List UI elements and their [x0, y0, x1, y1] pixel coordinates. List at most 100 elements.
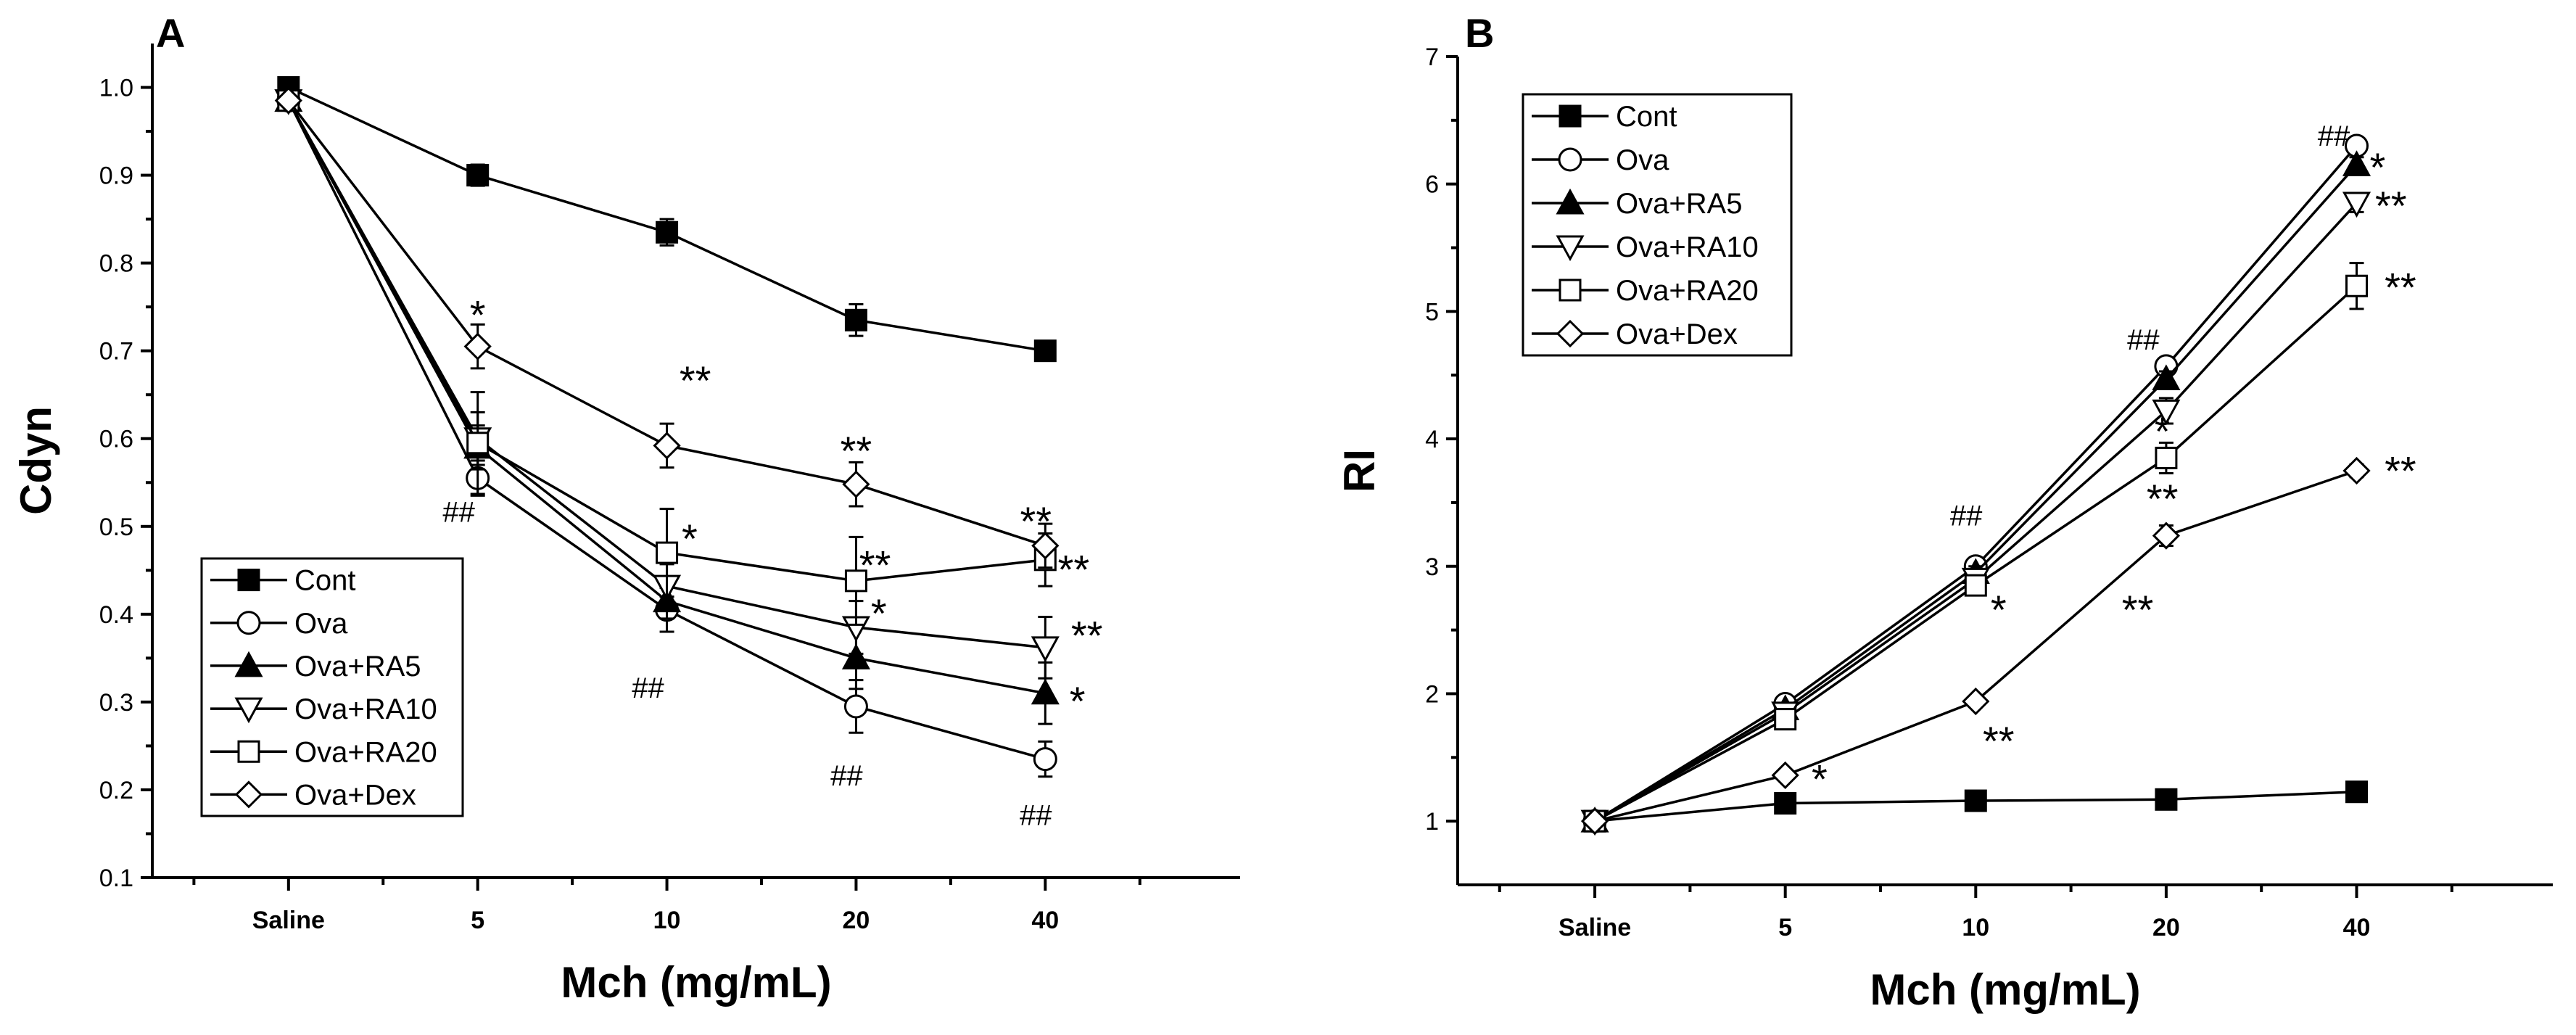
significance-marker: **: [2147, 476, 2179, 521]
data-point: [1031, 636, 1060, 662]
legend-marker: [1556, 319, 1585, 348]
significance-marker: ##: [1950, 500, 1983, 532]
x-tick-label: 10: [653, 907, 681, 934]
significance-marker: **: [1058, 546, 1090, 592]
data-point: [2345, 274, 2369, 297]
series-ova-dex: [274, 86, 1060, 569]
x-tick-label: 5: [471, 907, 484, 934]
legend-marker: [1559, 104, 1582, 128]
data-point: [844, 569, 867, 593]
significance-marker: *: [1070, 678, 1086, 724]
x-tick-label: 40: [2343, 914, 2371, 941]
data-point: [653, 432, 681, 460]
y-tick-label: 5: [1425, 298, 1439, 326]
data-point: [1033, 747, 1057, 772]
data-point: [2342, 191, 2371, 218]
significance-marker: **: [841, 428, 872, 474]
significance-marker: **: [2385, 448, 2416, 493]
significance-marker: *: [470, 292, 486, 337]
y-axis-title: RI: [1335, 449, 1384, 492]
legend-label: Ova: [1616, 144, 1669, 176]
y-tick-label: 0.1: [99, 865, 133, 892]
data-point: [2155, 788, 2178, 811]
series-line: [1594, 284, 2358, 822]
significance-marker: **: [680, 358, 711, 403]
data-point: [463, 332, 492, 360]
significance-marker: *: [1812, 756, 1828, 802]
data-point: [2152, 364, 2181, 391]
y-tick-label: 6: [1425, 171, 1439, 199]
series-ova-dex: [1580, 456, 2371, 836]
data-point: [1580, 807, 1609, 836]
x-tick-label: 20: [843, 907, 870, 934]
legend-label: Cont: [294, 565, 356, 597]
y-axis-title: Cdyn: [12, 406, 60, 515]
panel-letter: B: [1465, 10, 1494, 56]
legend-label: Ova+RA5: [1616, 188, 1743, 220]
x-tick-label: 5: [1778, 914, 1792, 941]
legend-box: [1522, 93, 1793, 357]
legend-marker: [1556, 188, 1585, 215]
legend-box: [200, 557, 464, 817]
y-tick-label: 0.4: [99, 601, 133, 629]
data-point: [274, 86, 302, 115]
data-point: [2342, 456, 2371, 485]
series-ova-ra20: [277, 89, 1057, 626]
legend-label: Cont: [1616, 101, 1677, 133]
data-point: [2155, 446, 2178, 469]
significance-marker: *: [1991, 587, 2007, 632]
data-point: [1033, 339, 1057, 363]
legend-label: Ova+RA5: [294, 651, 421, 683]
data-point: [841, 643, 870, 669]
data-point: [1774, 708, 1797, 731]
legend-label: Ova+RA10: [294, 693, 437, 725]
significance-marker: **: [2375, 183, 2407, 228]
legend-marker: [236, 611, 261, 635]
x-axis-title: Mch (mg/mL): [1870, 965, 2140, 1014]
y-tick-label: 0.6: [99, 426, 133, 453]
y-tick-label: 1.0: [99, 75, 133, 102]
data-point: [466, 432, 490, 455]
legend-label: Ova+RA10: [1616, 231, 1759, 263]
y-tick-label: 7: [1425, 44, 1439, 71]
legend-label: Ova: [294, 608, 348, 640]
y-tick-label: 3: [1425, 553, 1439, 581]
legend-label: Ova+RA20: [294, 736, 437, 768]
data-point: [656, 220, 679, 244]
x-tick-label: 10: [1962, 914, 1989, 941]
legend-marker: [1559, 279, 1582, 302]
data-point: [1771, 761, 1799, 790]
y-tick-label: 0.9: [99, 162, 133, 190]
data-point: [1964, 574, 1987, 597]
data-point: [844, 308, 867, 331]
legend-label: Ova+RA20: [1616, 275, 1759, 307]
significance-marker: **: [859, 542, 891, 587]
legend-marker: [234, 697, 263, 724]
legend-label: Ova+Dex: [294, 779, 416, 811]
significance-marker: ##: [2318, 120, 2350, 152]
significance-marker: *: [682, 516, 698, 561]
data-point: [1774, 792, 1797, 815]
chart-panel-a: A 0.1 0.2 0.3 0.4 0.5 0.6 0.7 0.8 0.9 1.0 Saline 5 10…: [12, 10, 1240, 1007]
y-tick-label: 0.8: [99, 250, 133, 278]
series-line: [287, 99, 1046, 548]
series-cont: [277, 76, 1057, 363]
data-point: [2342, 150, 2371, 176]
significance-marker: **: [1020, 498, 1052, 544]
data-point: [843, 694, 868, 719]
data-point: [1031, 678, 1060, 705]
panel-letter: A: [156, 10, 185, 56]
legend-marker: [234, 780, 263, 809]
significance-marker: **: [2385, 264, 2416, 310]
legend-label: Ova+Dex: [1616, 318, 1738, 350]
y-tick-label: 0.3: [99, 689, 133, 717]
y-tick-label: 0.2: [99, 777, 133, 804]
legend: Cont Ova Ova+RA5 Ova+RA10 Ova+RA20 Ova+Dex: [200, 557, 464, 817]
legend-marker: [234, 651, 263, 677]
series-cont: [1583, 780, 2369, 833]
significance-marker: *: [871, 590, 887, 636]
data-point: [466, 164, 490, 187]
legend: Cont Ova Ova+RA5 Ova+RA10 Ova+RA20 Ova+Dex: [1522, 93, 1793, 357]
x-tick-label: Saline: [252, 907, 325, 934]
